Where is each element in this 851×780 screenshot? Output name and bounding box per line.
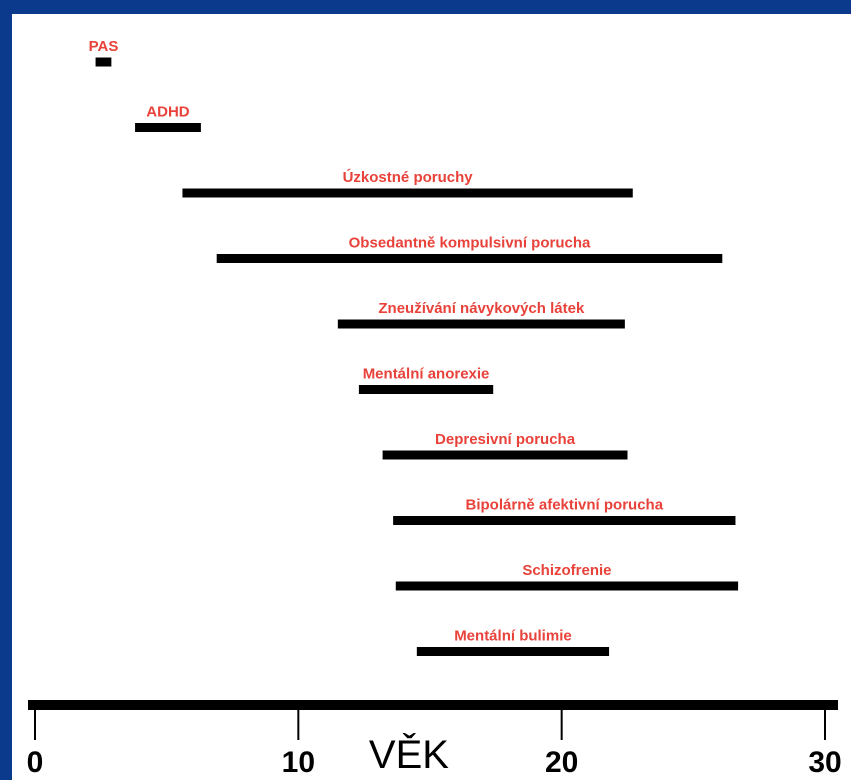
x-tick-mark: [297, 710, 300, 740]
x-tick-mark: [824, 710, 826, 740]
range-bar: [358, 385, 494, 394]
range-bar: [337, 319, 625, 329]
x-tick-label: 10: [282, 746, 315, 779]
range-bar: [382, 450, 628, 460]
x-axis-line: [28, 700, 838, 710]
range-bar: [395, 581, 739, 591]
range-label: Úzkostné poruchy: [343, 168, 474, 186]
x-tick-label: 0: [27, 746, 44, 779]
range-label: Mentální bulimie: [454, 628, 572, 645]
range-bar: [95, 57, 112, 67]
range-label: Zneužívání návykových látek: [378, 300, 585, 317]
range-bar: [182, 188, 633, 198]
range-bar: [216, 254, 723, 263]
x-tick-label: 20: [545, 746, 578, 779]
range-bar: [416, 647, 610, 656]
range-label: ADHD: [146, 104, 189, 121]
x-tick-mark: [560, 710, 563, 740]
range-label: Bipolárně afektivní porucha: [466, 497, 664, 514]
range-label: Obsedantně kompulsivní porucha: [349, 235, 591, 252]
range-label: Depresivní porucha: [435, 431, 576, 448]
range-bar: [393, 516, 736, 525]
x-tick-mark: [34, 710, 36, 740]
range-label: Mentální anorexie: [363, 366, 490, 383]
x-tick-label: 30: [808, 746, 841, 779]
range-bar: [135, 123, 201, 132]
range-label: PAS: [89, 38, 119, 55]
range-label: Schizofrenie: [522, 562, 611, 579]
x-axis-title: VĚK: [369, 732, 449, 777]
